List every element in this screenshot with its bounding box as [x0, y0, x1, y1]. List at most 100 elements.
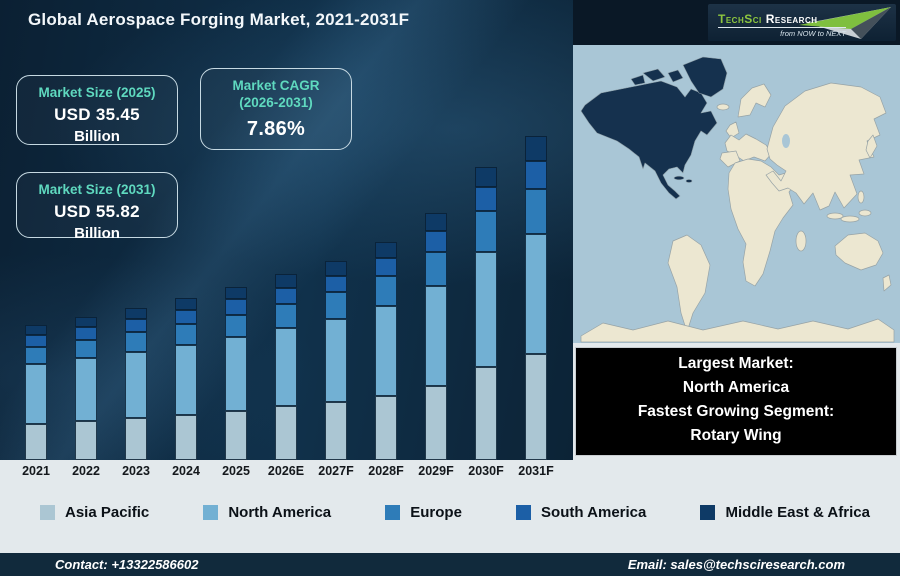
bar-segment — [275, 303, 297, 329]
x-label-2028F: 2028F — [368, 464, 404, 478]
x-axis-labels: 2021 2022 2023 2024 2025 2026E 2027F 2028F 2029F… — [11, 464, 561, 478]
bar-segment — [175, 310, 197, 325]
stat-box-market-cagr: Market CAGR (2026-2031) 7.86% — [200, 68, 352, 150]
bar-segment — [425, 285, 447, 387]
bar-segment — [125, 417, 147, 460]
bar-segment — [425, 213, 447, 232]
bar-2023 — [125, 308, 147, 460]
x-label-2022: 2022 — [72, 464, 100, 478]
world-map — [573, 45, 900, 343]
page-title: Global Aerospace Forging Market, 2021-20… — [28, 10, 410, 29]
x-label-2026E: 2026E — [267, 464, 305, 478]
bar-2030F — [475, 167, 497, 460]
bar-segment — [375, 395, 397, 460]
largest-market-label: Largest Market: — [678, 355, 794, 372]
map-north-america-highlight — [580, 80, 718, 200]
legend-label: Europe — [410, 503, 462, 521]
legend-item: Middle East & Africa — [700, 503, 870, 521]
map-greenland — [682, 56, 728, 98]
bar-2022 — [75, 317, 97, 460]
map-antarctica — [580, 318, 895, 343]
bar-segment — [25, 363, 47, 424]
stat-value: USD 35.45 — [54, 105, 140, 124]
legend-item: North America — [203, 504, 331, 521]
bar-segment — [475, 251, 497, 367]
bar-segment — [75, 327, 97, 341]
legend-item: Europe — [385, 504, 462, 521]
bar-segment — [325, 402, 347, 460]
legend-swatch — [40, 504, 55, 520]
chart-legend: Asia Pacific North America Europe South Ame… — [40, 496, 870, 528]
stat-unit: Billion — [74, 128, 120, 145]
bar-segment — [375, 257, 397, 277]
bar-segment — [275, 274, 297, 288]
stat-unit: Billion — [74, 225, 120, 242]
bar-2024 — [175, 298, 197, 460]
map-asia — [765, 82, 887, 211]
highlight-box: Largest Market: North America Fastest Gr… — [575, 347, 897, 456]
bar-segment — [325, 275, 347, 293]
logo-brand-left: TechSci — [718, 12, 762, 26]
x-label-2027F: 2027F — [318, 464, 354, 478]
footer-email: Email: sales@techsciresearch.com — [627, 557, 845, 572]
stat-label: Market CAGR (2026-2031) — [232, 78, 320, 110]
stat-label: Market Size (2031) — [38, 182, 156, 197]
logo-brand-right: Research — [765, 12, 818, 26]
bar-segment — [525, 136, 547, 162]
bar-segment — [425, 386, 447, 460]
legend-label: South America — [541, 503, 647, 521]
x-label-2025: 2025 — [222, 464, 250, 478]
bar-segment — [325, 292, 347, 319]
logo-tagline: from NOW to NEXT — [780, 29, 846, 38]
bar-segment — [425, 231, 447, 253]
bar-segment — [525, 161, 547, 189]
bar-segment — [325, 318, 347, 403]
bar-segment — [525, 353, 547, 460]
largest-market-value: North America — [682, 379, 790, 396]
bar-segment — [75, 340, 97, 359]
bar-segment — [25, 346, 47, 364]
legend-swatch — [516, 504, 532, 520]
fastest-segment-label: Fastest Growing Segment: — [637, 403, 835, 420]
bar-2027F — [325, 261, 347, 460]
bar-segment — [275, 406, 297, 460]
stat-box-market-size-2031: Market Size (2031) USD 55.82 Billion — [16, 172, 178, 242]
logo-band: TechSci Research from NOW to NEXT — [573, 0, 900, 45]
stat-box-market-size-2025: Market Size (2025) USD 35.45 Billion — [16, 75, 178, 145]
stat-value: USD 55.82 — [54, 202, 140, 221]
bar-segment — [25, 325, 47, 335]
map-australia — [834, 232, 884, 271]
bar-segment — [75, 358, 97, 422]
bottom-strip — [0, 460, 900, 553]
bar-segment — [225, 314, 247, 338]
bar-segment — [125, 319, 147, 333]
bar-segment — [125, 351, 147, 418]
bar-segment — [175, 344, 197, 415]
footer-bar: Contact: +13322586602 Email: sales@techs… — [0, 553, 900, 576]
legend-swatch — [385, 504, 401, 520]
bar-segment — [225, 410, 247, 460]
bar-segment — [475, 210, 497, 252]
bar-segment — [225, 287, 247, 300]
bar-segment — [175, 298, 197, 311]
bar-2025 — [225, 287, 247, 460]
bar-segment — [475, 186, 497, 211]
bar-segment — [175, 324, 197, 345]
bar-segment — [375, 305, 397, 396]
map-scandinavia — [737, 83, 772, 118]
legend-label: Middle East & Africa — [725, 503, 870, 521]
bar-segment — [475, 167, 497, 187]
bar-2028F — [375, 242, 397, 460]
logo-rule — [718, 27, 846, 28]
legend-item: South America — [516, 504, 646, 521]
logo-arrow-icon — [799, 7, 891, 39]
bar-segment — [25, 334, 47, 347]
x-label-2029F: 2029F — [418, 464, 454, 478]
bar-segment — [425, 252, 447, 286]
chart-panel: Global Aerospace Forging Market, 2021-20… — [0, 0, 573, 460]
stat-value: 7.86% — [246, 118, 306, 140]
bar-chart — [25, 130, 547, 460]
bar-segment — [475, 366, 497, 460]
legend-label: North America — [228, 503, 332, 521]
bar-segment — [325, 261, 347, 276]
